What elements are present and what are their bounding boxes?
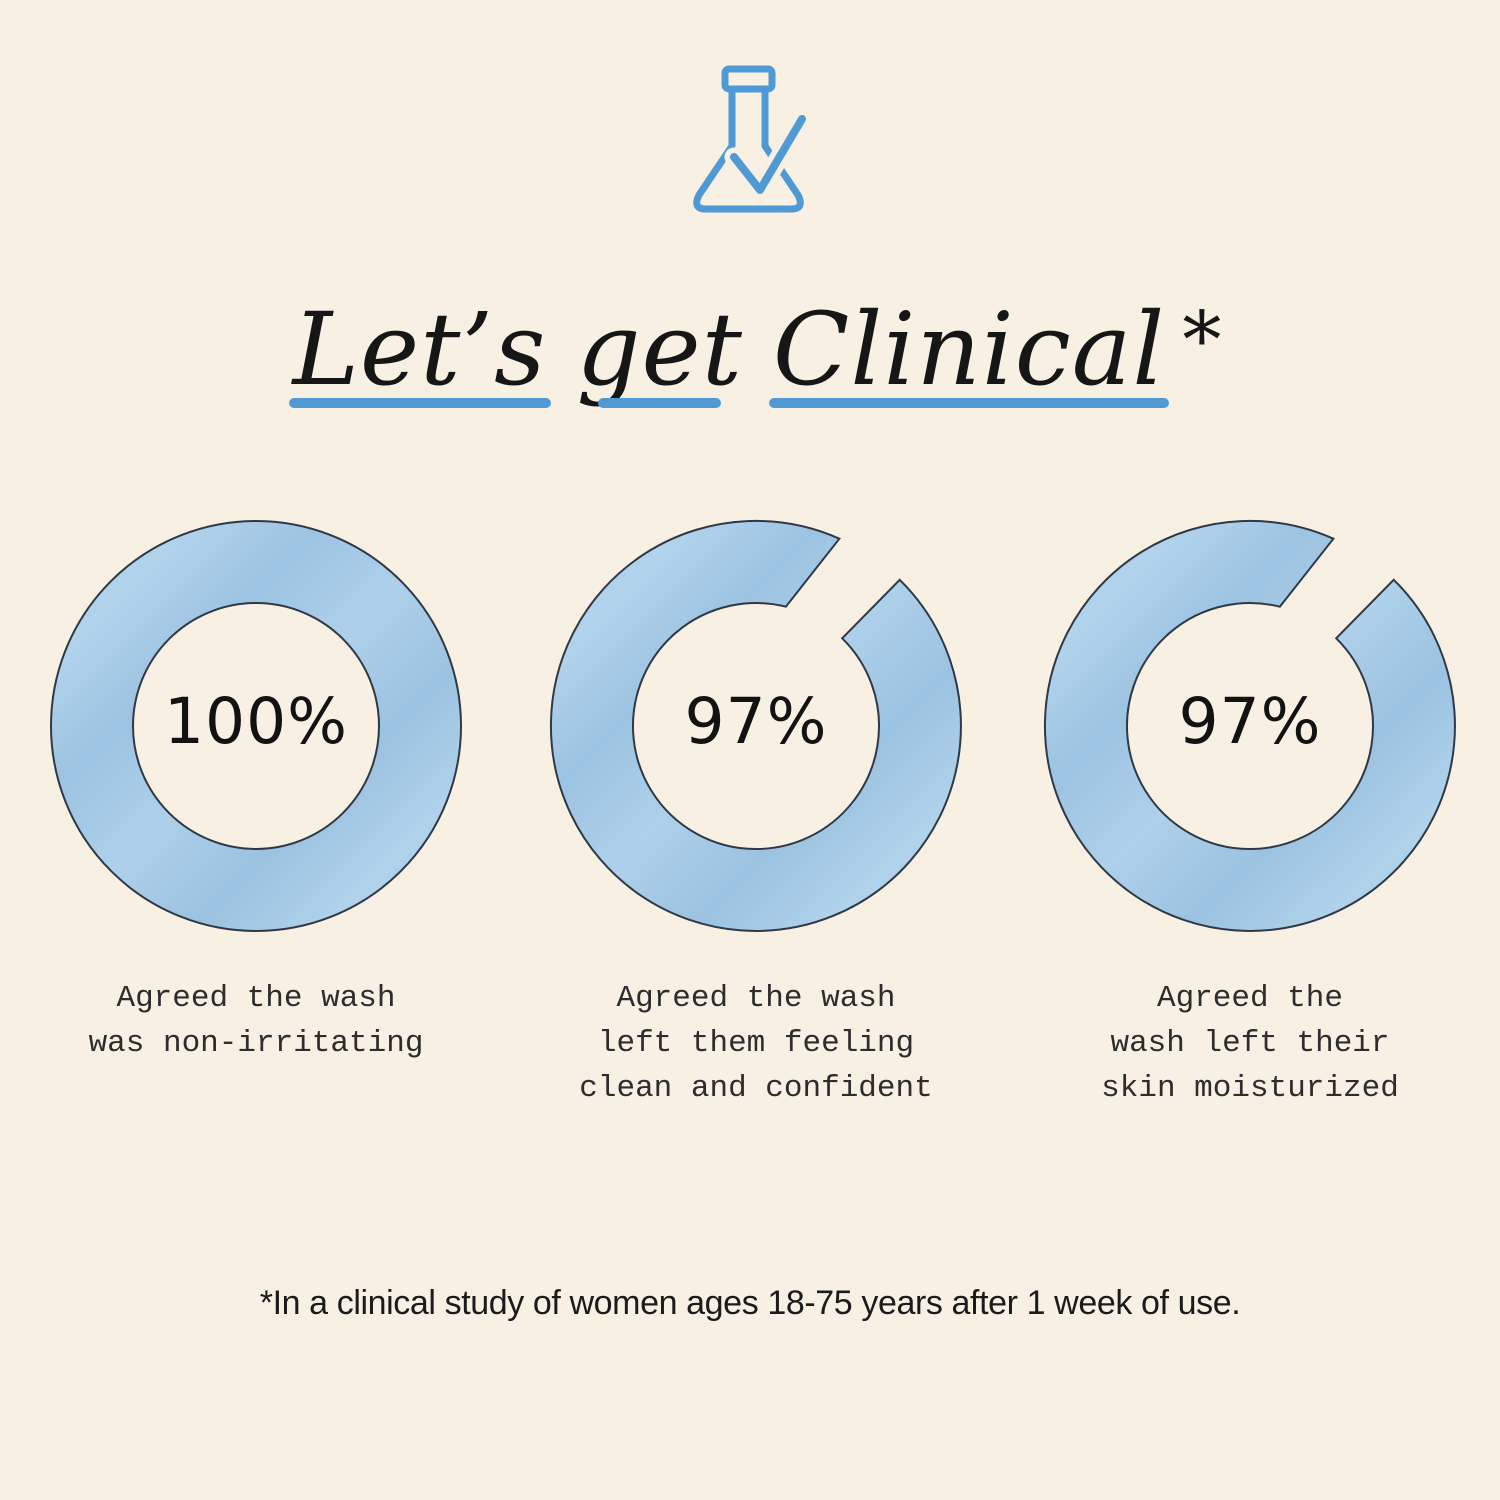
donut-ring-1 — [49, 520, 463, 932]
title-underline — [768, 398, 1170, 408]
donut-ring-3 — [1043, 519, 1456, 932]
title-word-2: get — [577, 300, 743, 408]
donut-percent-label-3: 97% — [1178, 684, 1322, 758]
donut-caption-3: Agreed the wash left their skin moisturi… — [1101, 981, 1399, 1106]
donut-ring-2 — [549, 519, 962, 932]
flask-lip — [721, 65, 776, 93]
title-word-text: Clinical — [772, 291, 1166, 408]
donut-percent-label-2: 97% — [684, 684, 828, 758]
title-underline — [598, 398, 722, 408]
page-title: Let’s get Clinical * — [0, 295, 1500, 408]
title-asterisk: * — [1182, 295, 1223, 386]
donut-percent-label-1: 100% — [163, 684, 349, 758]
title-underline — [288, 398, 551, 408]
checkmark-icon — [730, 115, 806, 194]
flask-check-icon — [693, 65, 810, 213]
donut-chart-3: 97% — [1034, 510, 1466, 942]
donut-caption-2: Agreed the wash left them feeling clean … — [579, 981, 933, 1106]
footnote: *In a clinical study of women ages 18-75… — [259, 1284, 1241, 1322]
donut-caption-1: Agreed the wash was non-irritating — [88, 981, 424, 1061]
title-word-text: get — [576, 291, 743, 408]
donut-chart-1: 100% — [40, 510, 472, 942]
title-word-1: Let’s — [288, 300, 551, 408]
title-word-3: Clinical — [768, 300, 1170, 408]
title-word-text: Let’s — [292, 291, 547, 408]
donut-chart-2: 97% — [540, 510, 972, 942]
flask-body-outline — [693, 86, 804, 213]
